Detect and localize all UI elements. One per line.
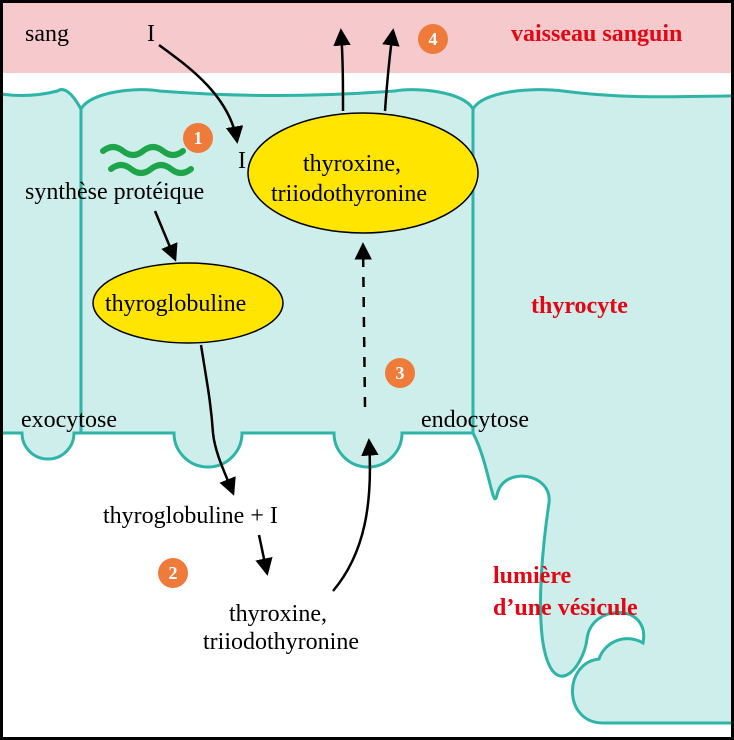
label-I_top: I <box>147 21 155 48</box>
label-thyrocyte: thyrocyte <box>531 293 628 320</box>
label-tg_plus_i: thyroglobuline + I <box>103 503 278 530</box>
label-synthese: synthèse protéique <box>25 179 204 206</box>
label-thyroxine_cell_l1: thyroxine, <box>303 151 401 178</box>
label-lumiere_l2: d’une vésicule <box>493 595 638 622</box>
label-thyroxine_cell_l2: triiodothyronine <box>271 181 427 208</box>
label-thyroglobuline: thyroglobuline <box>105 291 246 318</box>
step-badge-1: 1 <box>183 123 213 153</box>
label-thyroxine_lumen_l1: thyroxine, <box>229 601 327 628</box>
label-sang: sang <box>25 21 69 48</box>
label-thyroxine_lumen_l2: triiodothyronine <box>203 629 359 656</box>
label-vaisseau: vaisseau sanguin <box>511 21 682 48</box>
label-endocytose: endocytose <box>421 407 529 434</box>
step-badge-2: 2 <box>158 558 188 588</box>
step-badge-4: 4 <box>418 24 448 54</box>
step-badge-3: 3 <box>385 358 415 388</box>
label-lumiere_l1: lumière <box>493 563 571 590</box>
label-I_inner: I <box>238 148 246 175</box>
diagram-frame: sang Ivaisseau sanguin Isynthèse protéique… <box>0 0 734 740</box>
label-exocytose: exocytose <box>21 407 117 434</box>
diagram-svg <box>3 3 731 737</box>
